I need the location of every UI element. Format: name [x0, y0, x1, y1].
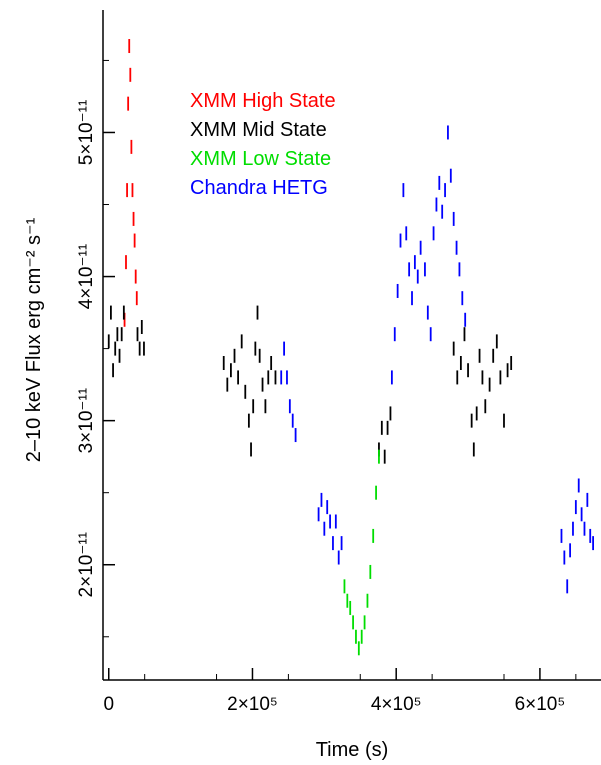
y-axis-ticks: 2×10⁻¹¹ 3×10⁻¹¹ 4×10⁻¹¹ 5×10⁻¹¹: [76, 59, 115, 638]
series-chandra-hetg: [280, 125, 594, 594]
x-tick-label: 4×10⁵: [371, 694, 422, 715]
x-tick-label: 0: [103, 694, 114, 715]
legend: XMM High State XMM Mid State XMM Low State…: [190, 90, 336, 199]
x-axis-title: Time (s): [316, 739, 389, 761]
series-xmm-low-state: [343, 449, 380, 656]
x-axis-ticks: 0 2×10⁵ 4×10⁵ 6×10⁵: [103, 668, 577, 715]
x-tick-label: 2×10⁵: [227, 694, 278, 715]
y-tick-label: 3×10⁻¹¹: [76, 388, 97, 453]
plot-frame: [102, 10, 601, 681]
legend-entry: XMM Low State: [190, 148, 331, 170]
y-axis-title: 2–10 keV Flux erg cm⁻² s⁻¹: [23, 217, 45, 462]
y-tick-label: 5×10⁻¹¹: [76, 100, 97, 165]
legend-entry: Chandra HETG: [190, 177, 328, 199]
series-xmm-mid-state: [107, 305, 513, 464]
series-xmm-high-state: [123, 39, 138, 327]
y-tick-label: 4×10⁻¹¹: [76, 244, 97, 309]
series-layer: [107, 39, 594, 656]
x-tick-label: 6×10⁵: [515, 694, 566, 715]
y-tick-label: 2×10⁻¹¹: [76, 532, 97, 597]
legend-entry: XMM Mid State: [190, 119, 327, 141]
legend-entry: XMM High State: [190, 90, 336, 112]
